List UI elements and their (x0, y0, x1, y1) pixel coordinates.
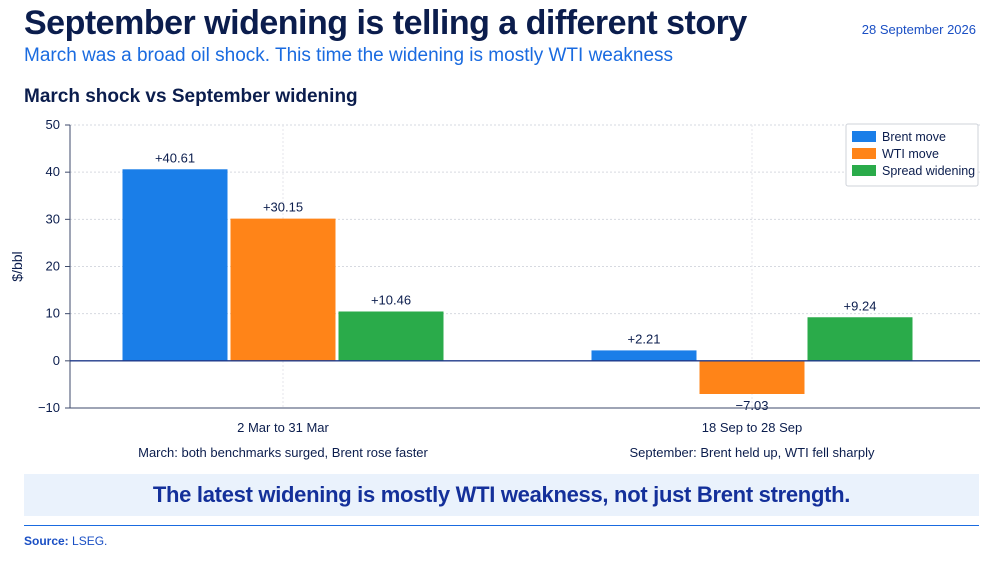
y-axis-label: $/bbl (9, 251, 25, 281)
source-label: Source: (24, 534, 69, 548)
bar-wti-move (699, 360, 805, 394)
bar-brent-move (591, 350, 697, 361)
legend-label: Spread widening (882, 164, 975, 178)
data-label: +40.61 (155, 150, 195, 165)
footer-divider (24, 525, 979, 526)
y-tick-label: 10 (46, 306, 60, 321)
page-subtitle: March was a broad oil shock. This time t… (24, 45, 674, 66)
category-note: September: Brent held up, WTI fell sharp… (630, 445, 875, 460)
y-tick-label: 20 (46, 259, 60, 274)
category-note: March: both benchmarks surged, Brent ros… (138, 445, 428, 460)
y-tick-label: 30 (46, 211, 60, 226)
y-tick-label: 40 (46, 164, 60, 179)
x-tick-label: 2 Mar to 31 Mar (237, 420, 329, 435)
source-value: LSEG. (72, 534, 108, 548)
key-takeaway-text: The latest widening is mostly WTI weakne… (152, 482, 851, 507)
legend-swatch (852, 148, 876, 159)
y-tick-label: 0 (53, 353, 60, 368)
bar-spread-widening (338, 311, 444, 361)
data-label: −7.03 (736, 398, 769, 413)
report-date: 28 September 2026 (861, 22, 976, 37)
legend-swatch (852, 165, 876, 176)
data-label: +30.15 (263, 200, 303, 215)
chart-title: March shock vs September widening (24, 86, 358, 107)
legend-swatch (852, 131, 876, 142)
y-tick-label: 50 (46, 117, 60, 132)
bar-wti-move (230, 218, 336, 361)
data-label: +10.46 (371, 292, 411, 307)
data-label: +9.24 (844, 298, 877, 313)
y-tick-label: −10 (38, 400, 60, 415)
bar-spread-widening (807, 317, 913, 361)
legend-label: WTI move (882, 147, 939, 161)
source-note: Source: LSEG. (24, 534, 107, 548)
key-takeaway-callout: The latest widening is mostly WTI weakne… (24, 474, 979, 516)
page-title: September widening is telling a differen… (24, 4, 747, 42)
legend-box (845, 123, 979, 187)
data-label: +2.21 (628, 331, 661, 346)
bar-brent-move (122, 169, 228, 361)
legend-label: Brent move (882, 130, 946, 144)
bar-chart: −10 0 10 20 30 40 50 $/bbl +40.61 +30.15 +10.46 2 M… (9, 117, 980, 460)
x-tick-label: 18 Sep to 28 Sep (702, 420, 802, 435)
